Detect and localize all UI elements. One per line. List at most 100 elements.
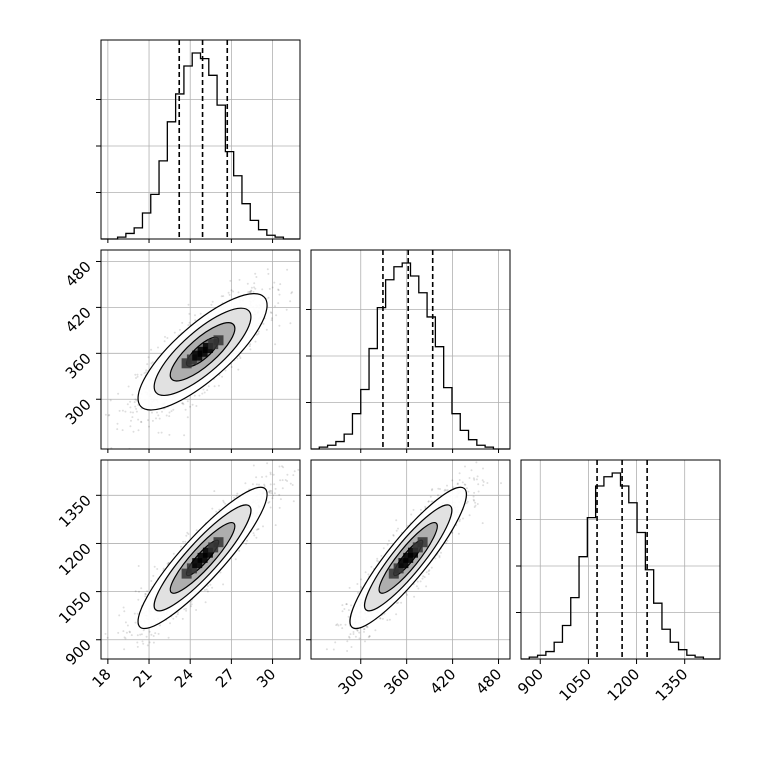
sample-point: [255, 276, 258, 278]
sample-point: [142, 629, 145, 632]
sample-point: [129, 631, 131, 634]
sample-point: [265, 475, 268, 478]
scatter-panel-1: [100, 249, 301, 450]
sample-point: [109, 399, 112, 402]
sample-point: [125, 631, 128, 634]
sample-point: [236, 357, 239, 360]
sample-point: [278, 465, 281, 468]
sample-point: [135, 377, 137, 379]
sample-point: [270, 490, 273, 493]
sample-point: [172, 552, 175, 555]
sample-point: [230, 366, 233, 368]
sample-point: [224, 502, 227, 505]
sample-point: [134, 590, 137, 593]
sample-point: [188, 312, 191, 315]
sample-point: [186, 531, 189, 534]
sample-point: [291, 484, 294, 486]
sample-point: [457, 532, 460, 535]
sample-point: [335, 624, 338, 627]
sample-point: [144, 595, 147, 598]
sample-point: [347, 615, 350, 618]
sample-point: [246, 539, 249, 542]
density-core-cell: [192, 558, 203, 569]
sample-point: [270, 319, 273, 322]
sample-point: [134, 398, 137, 401]
density-core-cell: [213, 537, 224, 548]
sample-point: [473, 499, 476, 502]
sample-point: [293, 470, 296, 473]
sample-point: [290, 292, 293, 295]
sample-point: [281, 479, 284, 482]
sample-point: [272, 473, 275, 476]
sample-point: [238, 549, 241, 552]
sample-point: [206, 389, 209, 392]
sample-point: [434, 557, 437, 560]
sample-point: [119, 662, 121, 664]
sample-point: [152, 641, 155, 644]
sample-point: [146, 363, 149, 366]
sample-point: [271, 497, 274, 500]
sample-point: [479, 457, 481, 459]
sample-point: [253, 282, 256, 285]
sample-point: [345, 603, 348, 606]
sample-point: [427, 573, 430, 575]
density-core-cell: [388, 568, 399, 579]
sample-point: [139, 633, 142, 636]
sample-point: [130, 634, 133, 637]
sample-point: [203, 391, 206, 394]
sample-point: [470, 469, 473, 472]
sample-point: [135, 399, 138, 402]
sample-point: [370, 565, 373, 568]
sample-point: [261, 288, 264, 291]
sample-point: [285, 308, 288, 311]
sample-point: [135, 410, 138, 413]
x-tick-label: 1050: [556, 665, 596, 705]
sample-point: [126, 624, 129, 627]
sample-point: [279, 479, 282, 482]
sample-point: [494, 453, 496, 455]
sample-point: [417, 587, 420, 590]
sample-point: [356, 629, 359, 632]
sample-point: [419, 580, 422, 583]
sample-point: [262, 525, 264, 528]
sample-point: [219, 571, 222, 574]
sample-point: [183, 608, 186, 611]
sample-point: [158, 417, 161, 420]
sample-point: [425, 571, 428, 574]
sample-point: [213, 490, 216, 493]
sample-point: [170, 410, 173, 413]
sample-point: [341, 604, 344, 607]
sample-point: [352, 633, 355, 635]
sample-point: [343, 608, 346, 610]
sample-point: [106, 636, 109, 639]
sample-point: [345, 603, 348, 606]
y-tick-label: 1350: [55, 491, 95, 531]
sample-point: [341, 610, 344, 613]
sample-point: [368, 635, 371, 638]
histogram-step: [311, 262, 510, 450]
sample-point: [392, 534, 395, 537]
x-tick-label: 18: [88, 665, 114, 691]
sample-point: [148, 425, 150, 428]
sample-point: [209, 583, 212, 586]
sample-point: [238, 278, 241, 281]
sample-point: [456, 483, 459, 486]
sample-point: [163, 340, 166, 343]
sample-point: [150, 580, 153, 582]
sample-point: [118, 614, 121, 617]
sample-point: [412, 508, 415, 511]
sample-point: [443, 489, 446, 492]
sample-point: [129, 411, 132, 414]
sample-point: [178, 328, 181, 331]
sample-point: [461, 481, 464, 484]
sample-point: [248, 290, 251, 293]
sample-point: [136, 375, 139, 378]
sample-point: [410, 513, 413, 516]
sample-point: [145, 371, 147, 374]
y-tick-label: 1200: [55, 540, 95, 580]
sample-point: [271, 286, 274, 289]
panel-frame: [100, 459, 301, 660]
sample-point: [177, 611, 180, 614]
sample-point: [134, 405, 137, 408]
